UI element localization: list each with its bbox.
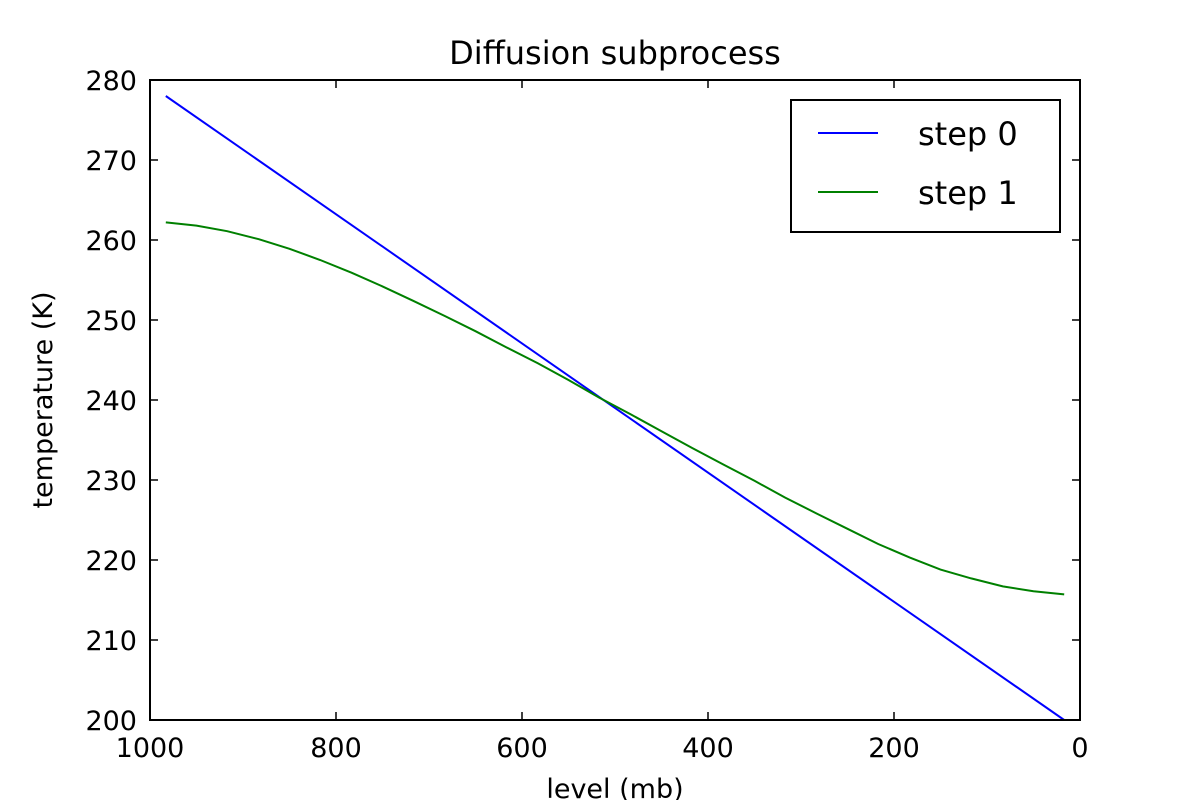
y-tick-label-7: 270 bbox=[85, 146, 137, 177]
x-axis-label: level (mb) bbox=[546, 774, 683, 800]
ticks-layer: 1000 800 600 400 200 0 200 210 220 230 240 250 260 27… bbox=[85, 66, 1088, 764]
y-tick-label-2: 220 bbox=[85, 546, 137, 577]
legend-box bbox=[790, 99, 1061, 233]
legend: step 0 step 1 bbox=[790, 99, 1061, 233]
y-tick-label-3: 230 bbox=[85, 466, 137, 497]
x-tick-label-4: 200 bbox=[868, 733, 920, 764]
series-line-0 bbox=[165, 95, 1065, 721]
y-tick-label-1: 210 bbox=[85, 626, 137, 657]
y-tick-label-5: 250 bbox=[85, 306, 137, 337]
x-tick-label-1: 800 bbox=[310, 733, 362, 764]
y-axis-label: temperature (K) bbox=[28, 291, 59, 508]
y-tick-label-4: 240 bbox=[85, 386, 137, 417]
y-tick-label-6: 260 bbox=[85, 226, 137, 257]
series-line-1 bbox=[165, 221, 1065, 596]
legend-label-0: step 0 bbox=[918, 115, 1018, 153]
legend-label-1: step 1 bbox=[918, 174, 1018, 212]
y-tick-label-8: 280 bbox=[85, 66, 137, 97]
x-tick-label-3: 400 bbox=[682, 733, 734, 764]
y-tick-label-0: 200 bbox=[85, 706, 137, 737]
x-tick-label-0: 1000 bbox=[116, 733, 185, 764]
series-layer bbox=[165, 95, 1065, 721]
x-tick-label-2: 600 bbox=[496, 733, 548, 764]
x-tick-label-5: 0 bbox=[1071, 733, 1088, 764]
chart-title: Diffusion subprocess bbox=[449, 34, 781, 72]
